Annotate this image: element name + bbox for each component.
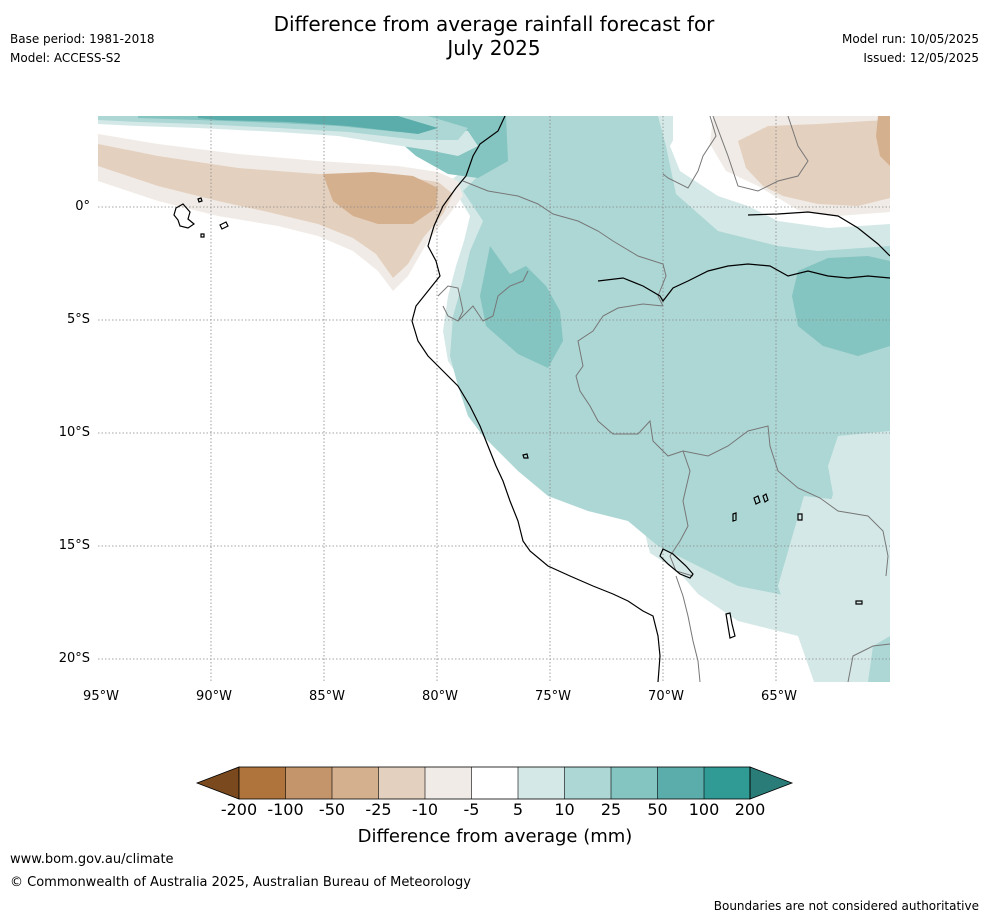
issued-text: Issued: 12/05/2025 bbox=[863, 51, 979, 65]
base-period-text: Base period: 1981-2018 bbox=[10, 32, 155, 46]
colorbar-bin-5 bbox=[425, 767, 472, 799]
border-venezuela-brazil bbox=[712, 116, 809, 192]
lon-label-95w: 95°W bbox=[83, 689, 119, 704]
colorbar-bin-2 bbox=[285, 767, 332, 799]
colorbar bbox=[195, 766, 794, 800]
colorbar-bin-10 bbox=[657, 767, 704, 799]
region-neg25-to-neg50-east bbox=[876, 116, 890, 166]
region-5-to-10-southeast bbox=[778, 496, 890, 682]
lat-label-0: 0° bbox=[75, 199, 90, 214]
colorbar-tick-neg10: -10 bbox=[411, 800, 439, 819]
lat-label-20s: 20°S bbox=[58, 651, 90, 666]
colorbar-tick-50: 50 bbox=[647, 800, 668, 819]
colorbar-bin-6 bbox=[471, 767, 518, 799]
colorbar-extend-high bbox=[749, 766, 794, 800]
border-bolivia-chile bbox=[675, 575, 701, 682]
coast-lake-poopo bbox=[725, 612, 736, 639]
lon-label-75w: 75°W bbox=[535, 689, 571, 704]
lon-label-90w: 90°W bbox=[196, 689, 232, 704]
colorbar-tick-neg50: -50 bbox=[318, 800, 346, 819]
colorbar-tick-100: 100 bbox=[688, 800, 720, 819]
coast-small-lake-peru bbox=[522, 453, 529, 459]
colorbar-bin-8 bbox=[564, 767, 611, 799]
colorbar-tick-neg5: -5 bbox=[463, 800, 480, 819]
graticule bbox=[98, 116, 890, 682]
title-line-2: July 2025 bbox=[447, 36, 541, 60]
country-borders bbox=[437, 116, 890, 682]
coast-galapagos-islands bbox=[173, 203, 196, 229]
rainfall-anomaly-map bbox=[98, 116, 890, 682]
region-10-to-25 bbox=[450, 116, 890, 596]
border-peru-bolivia bbox=[669, 450, 694, 577]
lat-label-10s: 10°S bbox=[58, 425, 90, 440]
coast-lake-central-brazil bbox=[855, 600, 863, 605]
colorbar-bin-9 bbox=[611, 767, 658, 799]
coast-lake-titicaca bbox=[659, 548, 694, 579]
border-bolivia-brazil bbox=[682, 425, 889, 577]
disclaimer-text: Boundaries are not considered authoritat… bbox=[713, 899, 979, 913]
coast-galapagos-islet-3 bbox=[200, 233, 205, 238]
colorbar-extend-low bbox=[195, 766, 240, 800]
region-neg25-to-neg50-west bbox=[323, 172, 438, 224]
region-50-to-100-northwest bbox=[198, 116, 438, 134]
colorbar-bin-3 bbox=[332, 767, 379, 799]
region-25-to-50-central bbox=[480, 246, 563, 368]
colorbar-dividers bbox=[285, 767, 705, 799]
border-ecuador-peru bbox=[437, 285, 464, 322]
region-25-to-50-east bbox=[792, 256, 890, 356]
river-lakes-bolivia bbox=[732, 493, 803, 522]
colorbar-bin-11 bbox=[704, 767, 750, 799]
colorbar-tick-200: 200 bbox=[734, 800, 766, 819]
lon-label-70w: 70°W bbox=[648, 689, 684, 704]
colorbar-tick-neg100: -100 bbox=[267, 800, 304, 819]
colorbar-tick-10: 10 bbox=[554, 800, 575, 819]
border-peru-colombia-brazil bbox=[457, 270, 529, 322]
bom-url-link[interactable]: www.bom.gov.au/climate bbox=[10, 852, 174, 867]
lon-label-80w: 80°W bbox=[422, 689, 458, 704]
title-line-1: Difference from average rainfall forecas… bbox=[273, 12, 715, 36]
colorbar-title: Difference from average (mm) bbox=[357, 826, 633, 847]
lat-label-5s: 5°S bbox=[66, 312, 90, 327]
coast-galapagos-islet-2 bbox=[219, 221, 229, 230]
copyright-text: © Commonwealth of Australia 2025, Austra… bbox=[10, 875, 471, 890]
colorbar-outline bbox=[238, 766, 751, 800]
river-amazon bbox=[597, 263, 890, 303]
border-colombia-venezuela bbox=[662, 116, 717, 189]
colorbar-tick-25: 25 bbox=[600, 800, 622, 819]
border-peru-brazil bbox=[575, 303, 684, 457]
colorbar-tick-5: 5 bbox=[512, 800, 524, 819]
lon-label-85w: 85°W bbox=[309, 689, 345, 704]
lat-label-15s: 15°S bbox=[58, 538, 90, 553]
river-upper-amazon bbox=[747, 211, 890, 257]
lon-label-65w: 65°W bbox=[761, 689, 797, 704]
coast-pacific-south-america bbox=[411, 116, 661, 682]
colorbar-bin-7 bbox=[518, 767, 565, 799]
colorbar-tick-neg200: -200 bbox=[220, 800, 258, 819]
colorbar-bin-4 bbox=[378, 767, 425, 799]
colorbar-tick-neg25: -25 bbox=[365, 800, 392, 819]
region-5-to-neg5-gap-east bbox=[673, 116, 890, 228]
coast-galapagos-islet-1 bbox=[197, 197, 203, 203]
border-colombia-ecuador-peru bbox=[462, 180, 667, 307]
border-bolivia-paraguay bbox=[847, 643, 890, 682]
colorbar-bin-1 bbox=[239, 767, 286, 799]
map-title: Difference from average rainfall forecas… bbox=[194, 12, 794, 60]
model-text: Model: ACCESS-S2 bbox=[10, 51, 122, 65]
coastlines bbox=[173, 116, 890, 682]
model-run-text: Model run: 10/05/2025 bbox=[841, 32, 979, 46]
